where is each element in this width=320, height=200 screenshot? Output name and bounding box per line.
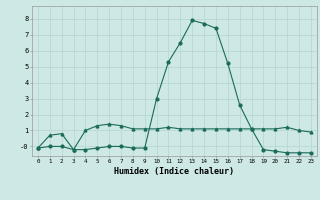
X-axis label: Humidex (Indice chaleur): Humidex (Indice chaleur)	[115, 167, 234, 176]
